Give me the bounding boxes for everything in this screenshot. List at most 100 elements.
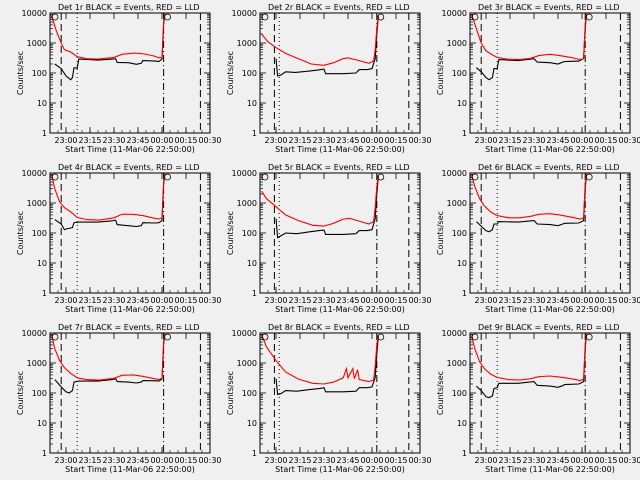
x-tick-label: 23:15: [78, 136, 101, 145]
x-tick-label: 23:30: [102, 296, 125, 305]
plot-frame: [469, 172, 631, 294]
y-tick-label: 1: [462, 129, 467, 138]
y-tick-label: 10000: [442, 169, 467, 178]
x-tick-label: 00:00: [150, 456, 173, 465]
panel-title: Det 7r BLACK = Events, RED = LLD: [58, 323, 200, 332]
y-tick-label: 100: [32, 69, 47, 78]
y-tick-label: 100: [242, 229, 257, 238]
panel-title: Det 6r BLACK = Events, RED = LLD: [478, 163, 620, 172]
x-tick-label: 00:30: [198, 456, 221, 465]
x-tick-label: 23:30: [102, 456, 125, 465]
y-tick-label: 1: [252, 129, 257, 138]
y-tick-label: 10000: [22, 329, 47, 338]
corner-marker: [261, 333, 269, 341]
x-tick-label: 23:30: [102, 136, 125, 145]
x-axis-label: Start Time (11-Mar-06 22:50:00): [275, 305, 405, 314]
plot-frame: [49, 332, 211, 454]
x-tick-label: 00:00: [570, 136, 593, 145]
y-tick-label: 10: [247, 259, 257, 268]
y-axis-label: Counts/sec: [226, 371, 235, 415]
series-events-line: [54, 333, 166, 394]
x-tick-label: 23:45: [336, 136, 359, 145]
panel-det-7: Det 7r BLACK = Events, RED = LLD 1 10 100 10…: [16, 323, 222, 474]
y-tick-label: 1000: [237, 359, 257, 368]
end-marker: [164, 333, 172, 341]
x-tick-label: 23:15: [78, 456, 101, 465]
x-tick-label: 23:15: [78, 296, 101, 305]
x-tick-label: 00:00: [360, 136, 383, 145]
x-axis-label: Start Time (11-Mar-06 22:50:00): [65, 145, 195, 154]
x-tick-label: 23:45: [336, 456, 359, 465]
x-tick-label: 23:45: [546, 456, 569, 465]
y-axis-label: Counts/sec: [226, 211, 235, 255]
x-tick-label: 23:00: [54, 136, 77, 145]
x-tick-label: 00:30: [408, 456, 431, 465]
series-lld-line: [261, 334, 379, 385]
y-tick-label: 1000: [237, 39, 257, 48]
x-tick-label: 00:15: [174, 296, 197, 305]
end-marker: [585, 173, 593, 181]
y-tick-label: 1000: [27, 39, 47, 48]
x-tick-label: 23:45: [546, 296, 569, 305]
y-tick-label: 10: [247, 419, 257, 428]
x-tick-label: 23:30: [312, 136, 335, 145]
series-events-line: [476, 173, 588, 233]
y-axis-label: Counts/sec: [16, 371, 25, 415]
plot-frame: [49, 12, 211, 134]
y-tick-label: 1: [462, 449, 467, 458]
x-tick-label: 23:00: [54, 456, 77, 465]
x-tick-label: 00:30: [198, 136, 221, 145]
plot-frame: [259, 172, 421, 294]
x-tick-label: 23:00: [264, 296, 287, 305]
y-tick-label: 10: [247, 99, 257, 108]
x-tick-label: 23:15: [498, 456, 521, 465]
x-axis-label: Start Time (11-Mar-06 22:50:00): [485, 305, 615, 314]
y-axis-label: Counts/sec: [436, 371, 445, 415]
x-tick-label: 23:00: [54, 296, 77, 305]
y-tick-label: 1000: [447, 39, 467, 48]
y-tick-label: 10000: [22, 9, 47, 18]
y-axis-label: Counts/sec: [226, 51, 235, 95]
panel-title: Det 3r BLACK = Events, RED = LLD: [478, 3, 620, 12]
x-tick-label: 00:00: [150, 296, 173, 305]
x-tick-label: 23:30: [522, 296, 545, 305]
x-tick-label: 23:45: [126, 296, 149, 305]
x-tick-label: 23:30: [522, 456, 545, 465]
y-tick-label: 10: [37, 259, 47, 268]
y-tick-label: 100: [452, 69, 467, 78]
x-axis-label: Start Time (11-Mar-06 22:50:00): [65, 305, 195, 314]
x-axis-label: Start Time (11-Mar-06 22:50:00): [65, 465, 195, 474]
y-tick-label: 1000: [237, 199, 257, 208]
x-axis-label: Start Time (11-Mar-06 22:50:00): [275, 465, 405, 474]
y-tick-label: 1: [252, 449, 257, 458]
y-tick-label: 10000: [22, 169, 47, 178]
series-events-line: [476, 333, 588, 399]
corner-marker: [471, 333, 479, 341]
corner-marker: [471, 13, 479, 21]
x-tick-label: 23:00: [264, 456, 287, 465]
y-tick-label: 1: [462, 289, 467, 298]
y-tick-label: 10: [37, 99, 47, 108]
x-tick-label: 00:15: [174, 136, 197, 145]
x-tick-label: 23:15: [288, 296, 311, 305]
y-tick-label: 10: [457, 99, 467, 108]
y-tick-label: 10: [457, 259, 467, 268]
y-tick-label: 1: [42, 129, 47, 138]
x-tick-label: 23:30: [312, 456, 335, 465]
x-tick-label: 23:45: [126, 456, 149, 465]
x-tick-label: 00:30: [198, 296, 221, 305]
x-tick-label: 00:15: [174, 456, 197, 465]
x-tick-label: 00:15: [384, 136, 407, 145]
x-axis-label: Start Time (11-Mar-06 22:50:00): [485, 465, 615, 474]
x-tick-label: 00:00: [570, 296, 593, 305]
panel-title: Det 5r BLACK = Events, RED = LLD: [268, 163, 410, 172]
y-tick-label: 100: [242, 69, 257, 78]
panel-det-3: Det 3r BLACK = Events, RED = LLD 1 10 100 10…: [436, 3, 640, 154]
y-tick-label: 1000: [27, 359, 47, 368]
x-tick-label: 23:45: [546, 136, 569, 145]
x-tick-label: 23:00: [264, 136, 287, 145]
end-marker: [377, 173, 385, 181]
panel-det-4: Det 4r BLACK = Events, RED = LLD 1 10 100 10…: [16, 163, 222, 314]
series-events-line: [476, 13, 588, 81]
